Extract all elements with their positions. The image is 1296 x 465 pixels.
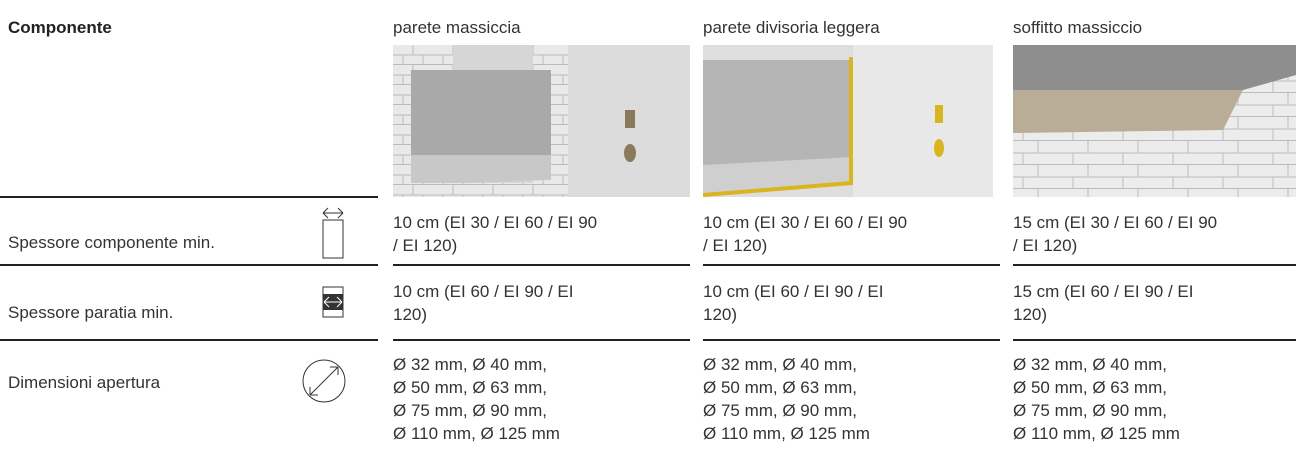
table-cell: Ø 32 mm, Ø 40 mm, Ø 50 mm, Ø 63 mm, Ø 75 m… xyxy=(1013,353,1180,445)
icon-opening-size xyxy=(302,359,346,403)
cell-line: Ø 110 mm, Ø 125 mm xyxy=(703,424,870,443)
cell-line: 10 cm (EI 30 / EI 60 / EI 90 xyxy=(703,213,908,232)
row-rule xyxy=(1013,264,1296,266)
cell-line: / EI 120) xyxy=(703,236,768,255)
icon-wall-thickness xyxy=(322,207,344,259)
table-cell: 10 cm (EI 60 / EI 90 / EI 120) xyxy=(393,280,573,326)
cell-line: 120) xyxy=(703,305,738,324)
column-header: parete divisoria leggera xyxy=(703,18,880,37)
cell-line: 15 cm (EI 60 / EI 90 / EI xyxy=(1013,282,1194,301)
row-rule xyxy=(393,339,690,341)
cell-line: 120) xyxy=(393,305,428,324)
illustration-solid-ceiling xyxy=(1013,45,1296,197)
table-cell: 10 cm (EI 30 / EI 60 / EI 90 / EI 120) xyxy=(703,211,907,257)
cell-line: Ø 110 mm, Ø 125 mm xyxy=(393,424,560,443)
cell-line: Ø 50 mm, Ø 63 mm, xyxy=(393,378,547,397)
row-label: Dimensioni apertura xyxy=(8,373,161,392)
row-rule xyxy=(0,339,378,341)
cell-line: Ø 110 mm, Ø 125 mm xyxy=(1013,424,1180,443)
column-header: parete massiccia xyxy=(393,18,521,37)
cell-line: Ø 75 mm, Ø 90 mm, xyxy=(393,401,547,420)
table-cell: Ø 32 mm, Ø 40 mm, Ø 50 mm, Ø 63 mm, Ø 75 m… xyxy=(393,353,560,445)
row-rule xyxy=(393,264,690,266)
icon-seal-thickness xyxy=(322,286,344,318)
row-label: Spessore paratia min. xyxy=(8,303,174,322)
row-rule xyxy=(0,196,378,198)
cell-line: / EI 120) xyxy=(393,236,458,255)
table-cell: 10 cm (EI 30 / EI 60 / EI 90 / EI 120) xyxy=(393,211,597,257)
cell-line: Ø 75 mm, Ø 90 mm, xyxy=(703,401,857,420)
cell-line: / EI 120) xyxy=(1013,236,1078,255)
row-label: Spessore componente min. xyxy=(8,233,215,252)
cell-line: 10 cm (EI 60 / EI 90 / EI xyxy=(393,282,574,301)
row-rule xyxy=(1013,339,1296,341)
cell-line: Ø 50 mm, Ø 63 mm, xyxy=(1013,378,1167,397)
row-rule xyxy=(703,264,1000,266)
cell-line: Ø 32 mm, Ø 40 mm, xyxy=(1013,355,1167,374)
column-header: soffitto massiccio xyxy=(1013,18,1143,37)
table-cell: 10 cm (EI 60 / EI 90 / EI 120) xyxy=(703,280,883,326)
table-cell: 15 cm (EI 30 / EI 60 / EI 90 / EI 120) xyxy=(1013,211,1217,257)
illustration-light-wall xyxy=(703,45,993,197)
cell-line: 10 cm (EI 60 / EI 90 / EI xyxy=(703,282,884,301)
cell-line: Ø 75 mm, Ø 90 mm, xyxy=(1013,401,1167,420)
cell-line: 120) xyxy=(1013,305,1048,324)
cell-line: Ø 32 mm, Ø 40 mm, xyxy=(393,355,547,374)
row-rule xyxy=(0,264,378,266)
table-cell: 15 cm (EI 60 / EI 90 / EI 120) xyxy=(1013,280,1193,326)
cell-line: Ø 50 mm, Ø 63 mm, xyxy=(703,378,857,397)
table-title: Componente xyxy=(8,18,112,37)
illustration-solid-wall xyxy=(393,45,690,197)
cell-line: Ø 32 mm, Ø 40 mm, xyxy=(703,355,857,374)
row-rule xyxy=(703,339,1000,341)
cell-line: 10 cm (EI 30 / EI 60 / EI 90 xyxy=(393,213,598,232)
table-cell: Ø 32 mm, Ø 40 mm, Ø 50 mm, Ø 63 mm, Ø 75 m… xyxy=(703,353,870,445)
cell-line: 15 cm (EI 30 / EI 60 / EI 90 xyxy=(1013,213,1218,232)
